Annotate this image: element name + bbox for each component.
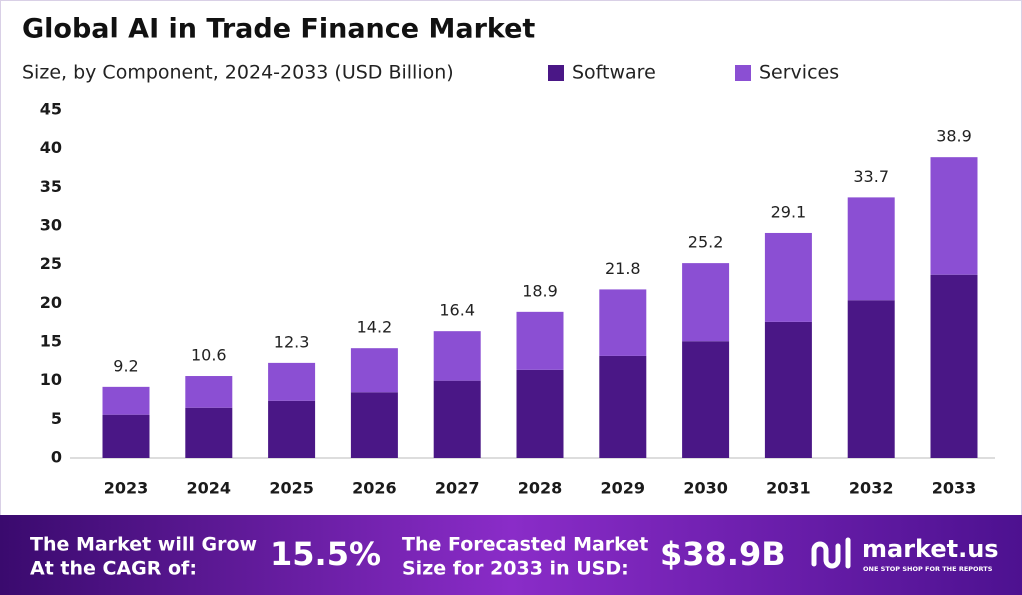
y-tick-label: 10 (40, 370, 62, 389)
total-label: 12.3 (274, 332, 310, 351)
x-tick-label: 2030 (683, 479, 728, 498)
bar-segment (350, 348, 398, 393)
y-tick-label: 5 (51, 409, 62, 428)
x-tick-label: 2025 (269, 479, 314, 498)
bar-segment (930, 274, 978, 458)
x-tick-label: 2032 (849, 479, 894, 498)
bar-segment (433, 380, 481, 458)
legend-label: Software (572, 62, 656, 84)
bar-segment (599, 289, 647, 356)
cagr-value: 15.5% (270, 535, 381, 573)
total-label: 16.4 (439, 301, 475, 320)
y-tick-label: 0 (51, 448, 62, 467)
total-label: 9.2 (113, 356, 138, 375)
x-tick-label: 2031 (766, 479, 811, 498)
total-label: 18.9 (522, 281, 558, 300)
bar-segment (516, 369, 564, 458)
bar-segment (185, 376, 233, 408)
total-label: 25.2 (688, 233, 724, 252)
bar-segment (268, 362, 316, 401)
bar-segment (516, 311, 564, 370)
bar-segment (102, 386, 150, 415)
x-tick-label: 2024 (187, 479, 232, 498)
y-tick-label: 35 (40, 177, 62, 196)
chart-subtitle: Size, by Component, 2024-2033 (USD Billi… (22, 62, 454, 84)
bar-segment (682, 263, 730, 342)
tagline: ONE STOP SHOP FOR THE REPORTS (863, 565, 993, 573)
y-tick-label: 45 (40, 100, 62, 119)
y-tick-label: 20 (40, 293, 62, 312)
bar-segment (599, 355, 647, 458)
bar-segment (764, 321, 812, 458)
total-label: 33.7 (853, 167, 889, 186)
cagr-label: At the CAGR of: (30, 558, 197, 580)
forecast-label: The Forecasted Market (402, 534, 648, 556)
forecast-label: Size for 2033 in USD: (402, 558, 629, 580)
brand-logo (811, 537, 851, 569)
y-tick-label: 25 (40, 254, 62, 273)
x-tick-label: 2026 (352, 479, 397, 498)
y-tick-label: 40 (40, 138, 62, 157)
chart-title: Global AI in Trade Finance Market (22, 14, 535, 45)
bar-segment (847, 300, 895, 458)
bar-segment (433, 331, 481, 381)
y-tick-label: 30 (40, 216, 62, 235)
total-label: 38.9 (936, 127, 972, 146)
bar-segment (764, 232, 812, 322)
x-tick-label: 2033 (932, 479, 977, 498)
total-label: 14.2 (357, 318, 393, 337)
bar-segment (930, 157, 978, 275)
total-label: 21.8 (605, 259, 641, 278)
x-tick-label: 2028 (518, 479, 563, 498)
footer-band (0, 515, 1022, 595)
legend-swatch (548, 65, 564, 81)
bar-segment (847, 197, 895, 301)
x-tick-label: 2029 (601, 479, 646, 498)
y-tick-label: 15 (40, 332, 62, 351)
legend-label: Services (759, 62, 839, 84)
bar-segment (268, 400, 316, 458)
bar-segment (185, 407, 233, 458)
total-label: 29.1 (771, 202, 807, 221)
forecast-value: $38.9B (660, 535, 786, 573)
brand: market.us (862, 535, 999, 563)
bar-segment (682, 341, 730, 458)
legend-swatch (735, 65, 751, 81)
total-label: 10.6 (191, 346, 227, 365)
x-tick-label: 2027 (435, 479, 480, 498)
bar-segment (350, 392, 398, 458)
x-tick-label: 2023 (104, 479, 149, 498)
cagr-label: The Market will Grow (30, 534, 257, 556)
bar-segment (102, 414, 150, 458)
